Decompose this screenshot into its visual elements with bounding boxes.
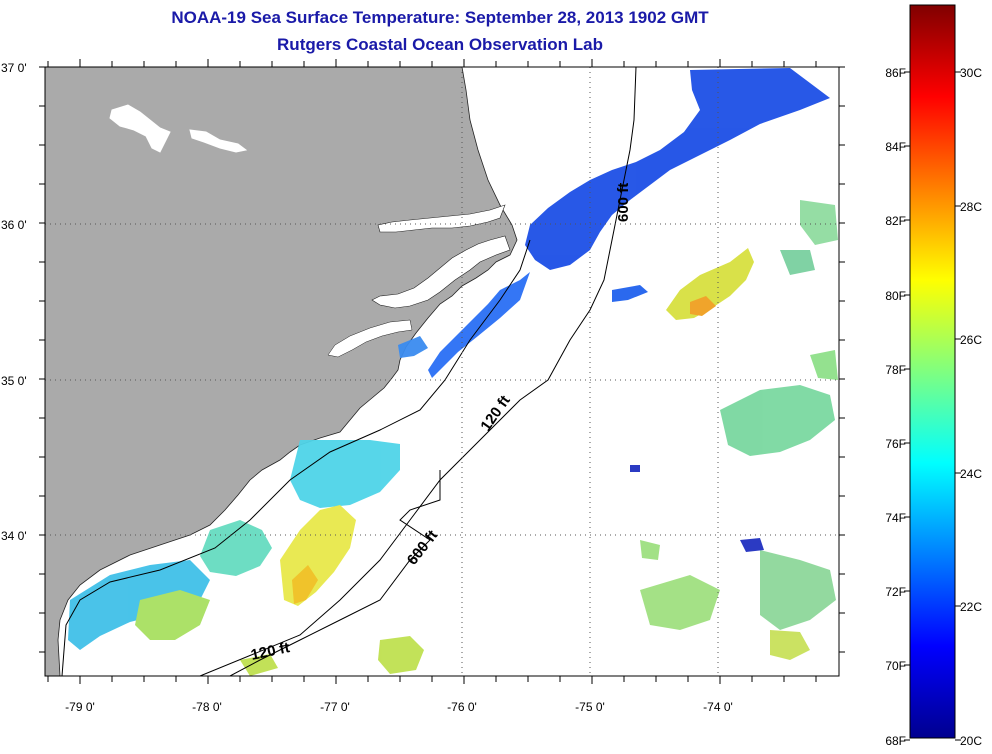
lon-tick-label: -79 0' [65, 700, 95, 714]
lon-tick-label: -75 0' [575, 700, 605, 714]
albemarle-sound [377, 204, 506, 233]
colorbar-c-label: 22C [960, 600, 982, 614]
colorbar-c-label: 30C [960, 66, 982, 80]
colorbar-c-label: 28C [960, 200, 982, 214]
inland-lake [109, 104, 171, 153]
colorbar-f-label: 74F [885, 511, 906, 525]
colorbar-f-label: 86F [885, 66, 906, 80]
colorbar-f-label: 70F [885, 659, 906, 673]
river-estuary [327, 319, 413, 358]
colorbar [909, 4, 956, 739]
lon-tick-label: -77 0' [320, 700, 350, 714]
lon-tick-label: -78 0' [192, 700, 222, 714]
lon-tick-label: -74 0' [703, 700, 733, 714]
colorbar-c-label: 24C [960, 467, 982, 481]
contour-label-600ft-north: 600 ft [615, 183, 632, 222]
colorbar-f-label: 78F [885, 363, 906, 377]
sst-data-layer [68, 68, 838, 676]
colorbar-f-label: 82F [885, 214, 906, 228]
axis-ticks [39, 59, 845, 684]
colorbar-c-label: 26C [960, 333, 982, 347]
colorbar-c-label: 20C [960, 734, 982, 748]
lat-tick-label: 37 0' [1, 61, 27, 75]
lat-tick-label: 34 0' [1, 529, 27, 543]
colorbar-f-label: 84F [885, 140, 906, 154]
colorbar-ticks [904, 71, 961, 741]
pamlico-sound [371, 235, 511, 309]
map-title: NOAA-19 Sea Surface Temperature: Septemb… [171, 8, 709, 27]
land-mass [45, 67, 518, 676]
inland-lake-2 [189, 129, 248, 153]
lat-tick-label: 35 0' [1, 374, 27, 388]
colorbar-f-label: 72F [885, 585, 906, 599]
depth-contours [61, 67, 637, 676]
colorbar-f-label: 76F [885, 437, 906, 451]
map-subtitle: Rutgers Coastal Ocean Observation Lab [277, 35, 603, 54]
lon-tick-label: -76 0' [447, 700, 477, 714]
lat-tick-label: 36 0' [1, 218, 27, 232]
colorbar-f-label: 80F [885, 289, 906, 303]
colorbar-f-label: 68F [885, 734, 906, 748]
